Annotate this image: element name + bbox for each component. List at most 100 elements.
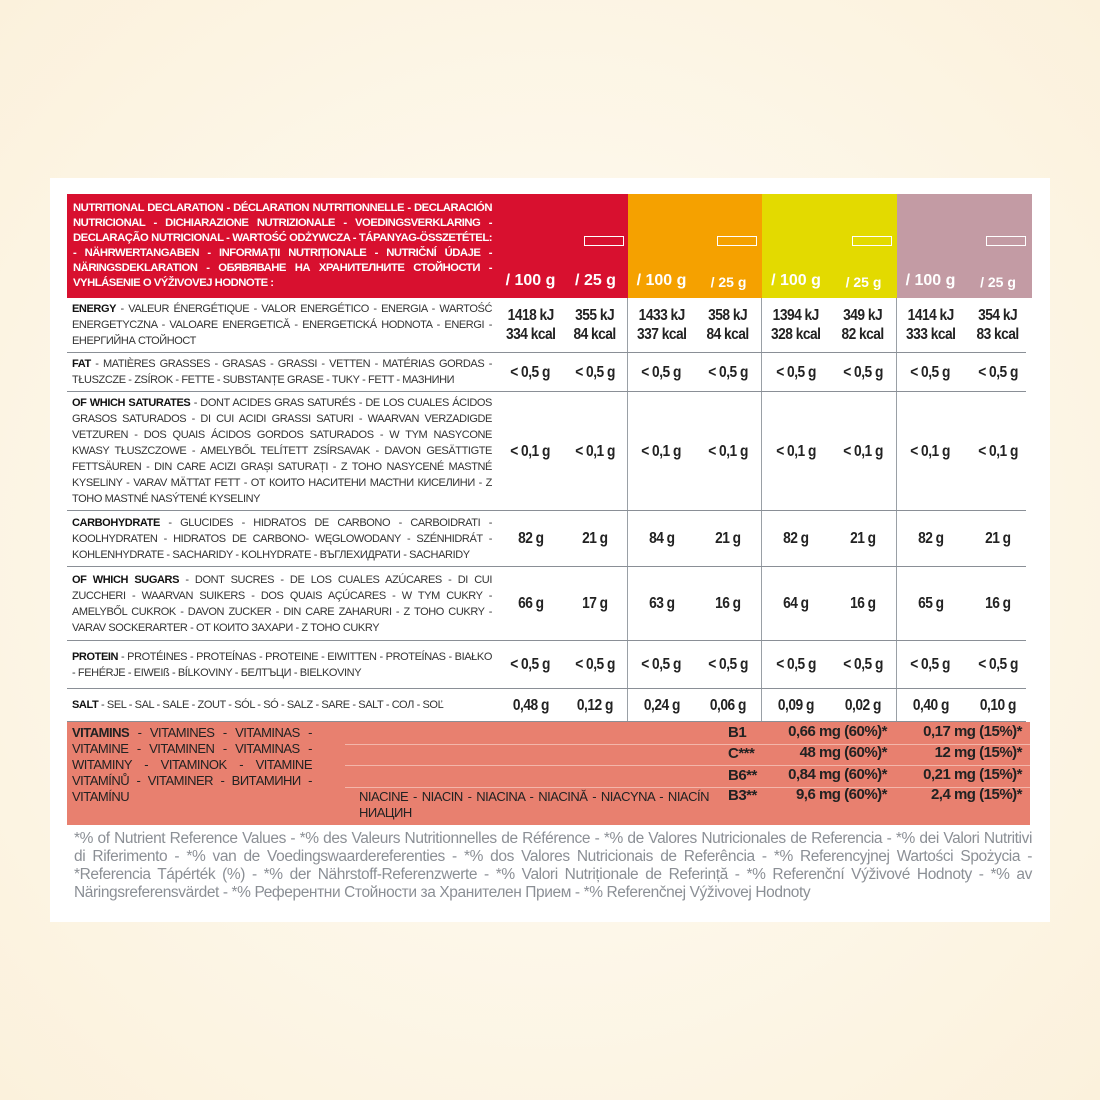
nutrient-value-cell: 82 g xyxy=(897,511,964,566)
nutrition-label-content: NUTRITIONAL DECLARATION - DÉCLARATION NU… xyxy=(67,194,1032,902)
nutrient-name: OF WHICH SUGARS xyxy=(72,573,180,586)
nutrient-value-cell: < 0,1 g xyxy=(897,392,964,510)
bar-icon xyxy=(716,236,757,246)
nutrient-value: < 0,5 g xyxy=(776,363,816,381)
nutrient-value-cell: 21 g xyxy=(830,511,897,566)
nutrient-value: 21 g xyxy=(715,530,741,547)
nutrient-value-cell: < 0,1 g xyxy=(695,392,762,510)
nutrient-value-cell: < 0,1 g xyxy=(498,392,563,510)
nutrient-translations: - VALEUR ÉNERGÉTIQUE - VALOR ENERGÉTICO … xyxy=(72,303,492,347)
col-per100: / 100 g xyxy=(498,194,563,298)
nutrient-value-cell: < 0,5 g xyxy=(964,641,1032,688)
table-row: FAT - MATIÈRES GRASSES - GRASAS - GRASSI… xyxy=(67,353,1026,392)
nutrient-value: 0,10 g xyxy=(980,696,1016,714)
col-perbar: / 25 g xyxy=(563,194,628,298)
nutrient-value-cell: < 0,1 g xyxy=(830,392,897,510)
nutrient-label: OF WHICH SUGARS - DONT SUCRES - DE LOS C… xyxy=(67,567,498,640)
per100-label: / 100 g xyxy=(505,272,556,289)
nutrient-value: 82 g xyxy=(917,530,944,547)
table-row: ENERGY - VALEUR ÉNERGÉTIQUE - VALOR ENER… xyxy=(67,298,1026,353)
nutrient-value: < 0,1 g xyxy=(910,442,951,460)
nutrient-value: 21 g xyxy=(850,530,876,547)
nutrient-value: 64 g xyxy=(783,595,809,612)
nutrient-value: 349 kJ 82 kcal xyxy=(841,307,885,343)
nutrient-value-cell: 0,40 g xyxy=(897,689,964,721)
nutrient-translations: - DONT ACIDES GRAS SATURÉS - DE LOS CUAL… xyxy=(72,397,492,505)
nutrient-value: 17 g xyxy=(582,595,608,612)
vitamin-row: B3** 9,6 mg (60%)* 2,4 mg (15%)* xyxy=(345,786,1030,807)
nutrient-value: 354 kJ 83 kcal xyxy=(976,307,1020,343)
nutrient-value-cell: 0,06 g xyxy=(695,689,762,721)
nutrient-value: 1394 kJ 328 kcal xyxy=(771,307,821,343)
nutrient-value-cell: < 0,1 g xyxy=(762,392,830,510)
perbar-label: / 25 g xyxy=(845,274,882,290)
nutrient-name: ENERGY xyxy=(72,303,117,315)
nutrient-translations: - SEL - SAL - SALE - ZOUT - SÓL - SÓ - S… xyxy=(98,699,444,711)
nutrient-value: < 0,5 g xyxy=(843,656,883,673)
nutrient-value-cell: 1414 kJ 333 kcal xyxy=(897,298,964,352)
nutrient-name: CARBOHYDRATE xyxy=(72,516,160,529)
nutrient-value-cell: 16 g xyxy=(695,567,762,640)
nutrient-value-cell: < 0,5 g xyxy=(628,641,695,688)
vitamin-name: B3** xyxy=(728,787,757,804)
nutrient-name: PROTEIN xyxy=(72,650,119,663)
vitamin-perbar: 0,21 mg (15%)* xyxy=(923,766,1022,783)
nutrient-value: < 0,1 g xyxy=(708,442,748,460)
nutrient-value-cell: < 0,5 g xyxy=(830,641,897,688)
nutrient-value-cell: 82 g xyxy=(498,511,563,566)
nutrient-value-cell: 16 g xyxy=(830,567,897,640)
footnote: *% of Nutrient Reference Values - *% des… xyxy=(74,830,1032,901)
nutrient-value: 82 g xyxy=(783,530,809,547)
vitamin-per100: 0,84 mg (60%)* xyxy=(788,766,887,783)
nutrient-value: 1433 kJ 337 kcal xyxy=(636,307,687,343)
nutrient-value-cell: 355 kJ 84 kcal xyxy=(563,298,628,352)
nutrient-value: 21 g xyxy=(582,530,608,547)
vitamin-name: C*** xyxy=(728,745,755,762)
vitamins-label-bold: VITAMINS xyxy=(72,725,130,740)
nutrient-label: ENERGY - VALEUR ÉNERGÉTIQUE - VALOR ENER… xyxy=(67,298,498,352)
nutrient-value: < 0,1 g xyxy=(843,442,883,460)
nutrient-value: 0,06 g xyxy=(710,696,746,714)
nutrient-value: < 0,1 g xyxy=(776,442,816,460)
nutrient-value: < 0,5 g xyxy=(978,656,1018,673)
nutrient-value-cell: < 0,5 g xyxy=(897,641,964,688)
nutrient-value-cell: 64 g xyxy=(762,567,830,640)
nutrient-value: < 0,5 g xyxy=(978,363,1018,381)
nutrient-value-cell: < 0,5 g xyxy=(498,641,563,688)
vitamin-per100: 9,6 mg (60%)* xyxy=(795,786,888,803)
nutrient-value-cell: 1433 kJ 337 kcal xyxy=(628,298,695,352)
perbar-label: / 25 g xyxy=(575,272,616,289)
nutrient-value: 1418 kJ 334 kcal xyxy=(505,307,556,343)
nutrient-value-cell: 0,12 g xyxy=(563,689,628,721)
col-per100: / 100 g xyxy=(628,194,695,298)
table-row: OF WHICH SATURATES - DONT ACIDES GRAS SA… xyxy=(67,392,1026,511)
nutrient-label: SALT - SEL - SAL - SALE - ZOUT - SÓL - S… xyxy=(67,689,498,721)
nutrient-name: FAT xyxy=(72,358,91,370)
perbar-label: / 25 g xyxy=(980,274,1016,290)
nutrient-value: < 0,5 g xyxy=(910,656,951,673)
nutrient-value-cell: 0,09 g xyxy=(762,689,830,721)
nutrient-value-cell: < 0,5 g xyxy=(563,353,628,391)
bar-icon xyxy=(851,236,892,246)
nutrient-value-cell: 66 g xyxy=(498,567,563,640)
table-row: OF WHICH SUGARS - DONT SUCRES - DE LOS C… xyxy=(67,567,1026,641)
vitamins-label-text: - VITAMINES - VITAMINAS - VITAMINE - VIT… xyxy=(72,725,313,804)
nutrient-value-cell: 63 g xyxy=(628,567,695,640)
nutrient-value: 0,24 g xyxy=(643,696,680,714)
niacin-label: NIACINE - NIACIN - NIACINA - NIACINĂ - N… xyxy=(359,789,710,820)
nutrient-value-cell: < 0,5 g xyxy=(830,353,897,391)
nutrient-value-cell: < 0,5 g xyxy=(897,353,964,391)
nutrient-value: < 0,5 g xyxy=(910,363,951,381)
vitamin-row: C*** 48 mg (60%)* 12 mg (15%)* xyxy=(345,744,1030,766)
nutrient-value: < 0,5 g xyxy=(776,656,816,673)
nutrient-value: 0,40 g xyxy=(912,696,949,714)
nutrient-name: SALT xyxy=(72,699,99,711)
nutrient-value: 0,09 g xyxy=(778,696,814,714)
col-per100: / 100 g xyxy=(762,194,830,298)
nutrient-value: < 0,5 g xyxy=(575,656,615,673)
bar-icon xyxy=(986,236,1026,246)
nutrient-value: 16 g xyxy=(850,595,876,612)
per100-label: / 100 g xyxy=(771,272,821,289)
nutrient-value-cell: 21 g xyxy=(695,511,762,566)
nutrient-value-cell: 17 g xyxy=(563,567,628,640)
